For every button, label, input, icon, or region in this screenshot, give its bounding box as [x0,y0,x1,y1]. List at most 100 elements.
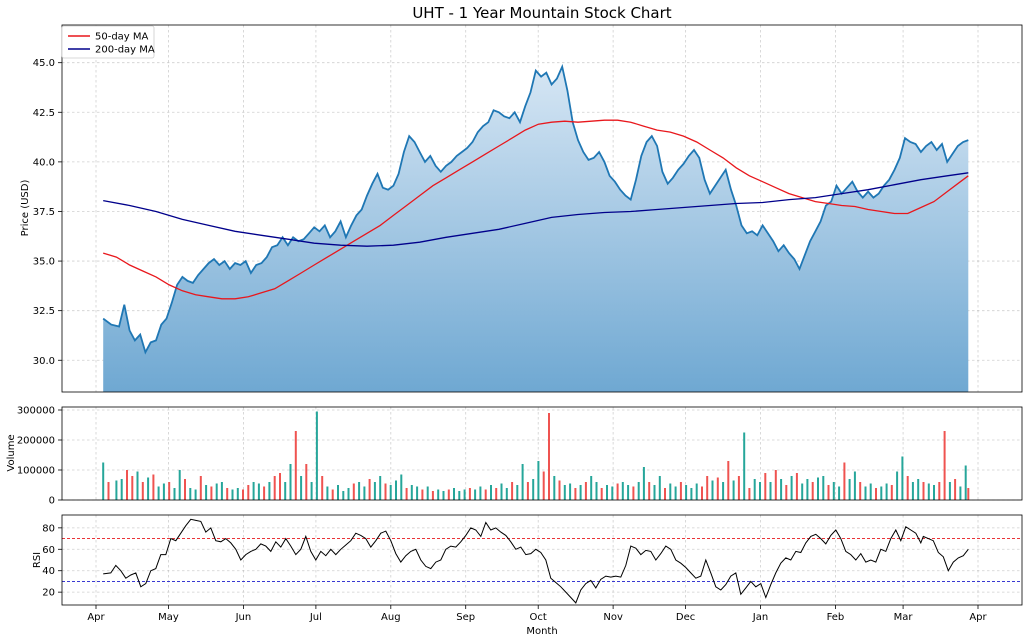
volume-bar [147,477,150,500]
volume-bar [463,489,466,500]
volume-bar [669,483,672,500]
volume-bar [938,482,941,500]
x-axis-label: Month [526,626,557,637]
volume-bar [194,489,197,500]
volume-bar [210,486,213,500]
volume-bar [205,485,208,500]
volume-bar [811,482,814,500]
volume-bar [342,491,345,500]
volume-bar [395,480,397,500]
volume-bar [653,485,656,500]
volume-bar [315,411,318,500]
volume-bar [416,486,419,500]
x-tick-label: Sep [456,612,475,623]
volume-bar [759,482,761,500]
rsi-grid [62,515,1022,605]
volume-frame [61,406,1023,501]
volume-bar [743,432,746,500]
volume-bar [442,491,445,500]
volume-bar [199,476,202,500]
volume-bar [853,471,856,500]
y-tick-label: 80 [42,523,55,534]
volume-bar [764,473,767,500]
x-tick-label: Nov [603,612,623,623]
y-tick-label: 40.0 [33,157,55,168]
x-axis-ticks: Apr May Jun Jul Aug Sep Oct Nov Dec Jan Feb Mar Apr [87,605,988,623]
volume-bar [943,431,946,500]
volume-bar [131,476,134,500]
volume-bar [806,479,809,500]
volume-bar [817,477,819,500]
volume-bar [954,479,957,500]
y-tick-label: 45.0 [33,58,55,69]
volume-bar [574,488,577,500]
volume-bar [136,471,139,500]
volume-bar [526,482,529,500]
volume-bar [922,482,925,500]
x-tick-label: Dec [676,612,695,623]
volume-bar [579,485,582,500]
volume-bar [548,413,550,500]
volume-bar [405,488,408,500]
volume-bar [516,485,519,500]
volume-bar [711,480,714,500]
volume-bar [358,482,361,500]
volume-bar [859,482,862,500]
volume-bar [822,476,825,500]
volume-y-ticks: 0 100000 200000 300000 [17,406,62,507]
volume-bar [911,482,914,500]
volume-bar [795,473,798,500]
volume-bar [257,483,260,500]
rsi-y-label: RSI [32,552,43,568]
volume-bar [964,465,967,500]
y-tick-label: 200000 [17,436,55,447]
volume-bar [279,473,281,500]
volume-bar [774,470,777,500]
volume-bar [595,482,598,500]
volume-bar [542,471,545,500]
volume-bar [426,486,429,500]
volume-bar [511,482,514,500]
volume-bar [107,482,110,500]
volume-bar [468,488,471,500]
volume-bar [479,486,482,500]
volume-bar [410,485,413,500]
volume-bar [959,486,962,500]
volume-bar [843,462,846,500]
volume-bar [490,485,492,500]
volume-bar [326,486,329,500]
volume-bar [173,488,176,500]
y-tick-label: 0 [49,496,55,507]
volume-bar [458,491,461,500]
volume-bar [168,482,171,500]
volume-bar [917,479,920,500]
volume-bar [263,486,266,500]
volume-bar [236,488,239,500]
volume-bar [927,483,930,500]
volume-bars [102,411,970,500]
ma50-line [103,119,969,300]
volume-bar [453,488,455,500]
price-y-ticks: 30.0 32.5 35.0 37.5 40.0 42.5 45.0 [33,58,62,367]
volume-bar [896,471,899,500]
volume-bar [621,482,624,500]
volume-bar [157,486,160,500]
volume-panel: 0 100000 200000 300000 Volume [6,406,1023,507]
volume-bar [178,470,181,500]
y-tick-label: 42.5 [33,108,55,119]
volume-bar [141,482,144,500]
volume-bar [495,488,498,500]
y-tick-label: 37.5 [33,207,55,218]
volume-bar [421,489,424,500]
volume-bar [252,482,255,500]
volume-bar [368,479,371,500]
x-tick-label: Feb [827,612,845,623]
volume-bar [569,483,572,500]
volume-bar [690,488,693,500]
price-y-label: Price (USD) [20,180,31,237]
volume-bar [827,485,830,500]
y-tick-label: 30.0 [33,356,55,367]
volume-bar [769,482,772,500]
